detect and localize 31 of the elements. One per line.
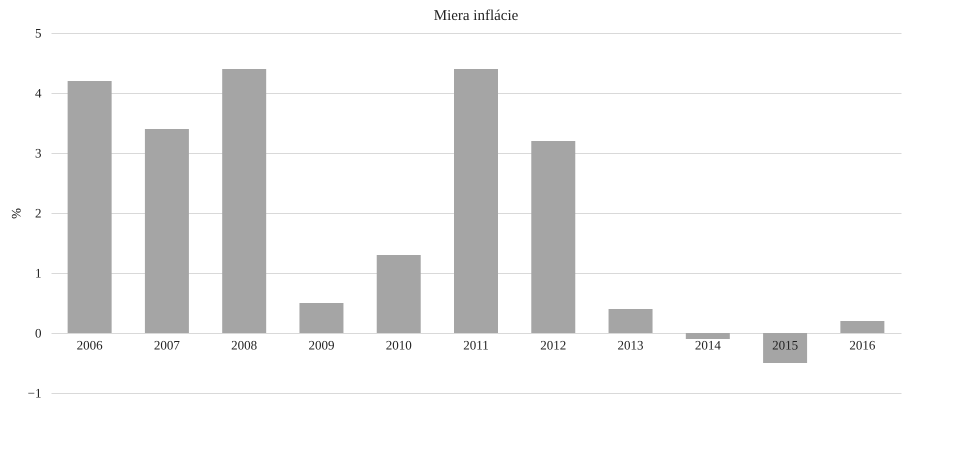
x-tick-label: 2014 [694,338,722,352]
bar [686,333,730,339]
x-tick-label: 2010 [386,338,412,352]
bar [144,129,189,333]
y-tick-label: 1 [35,266,42,280]
x-tick-label: 2008 [231,338,258,352]
chart-title: Miera inflácie [434,8,519,24]
y-axis-title: % [8,208,24,219]
y-tick-label: 3 [35,146,42,160]
x-tick-label: 2009 [308,338,334,352]
x-tick-label: 2013 [618,338,644,352]
x-tick-label: 2006 [76,338,104,352]
bar [840,321,884,333]
bar [763,333,808,363]
bar [531,141,576,333]
y-tick-label: 5 [35,26,42,40]
bar [222,69,266,333]
bar [376,255,421,333]
bar [68,81,112,333]
x-tick-label: 2011 [463,338,489,352]
y-tick-label: 0 [35,326,42,340]
bar [608,309,653,333]
x-tick-label: 2012 [540,338,566,352]
x-tick-label: 2015 [772,338,798,352]
y-tick-label: −1 [28,386,42,400]
x-tick-label: 2016 [849,338,876,352]
y-tick-label: 2 [35,206,42,220]
bar [299,303,344,333]
bar [454,69,498,333]
x-tick-label: 2007 [154,338,180,352]
y-tick-label: 4 [35,86,42,100]
